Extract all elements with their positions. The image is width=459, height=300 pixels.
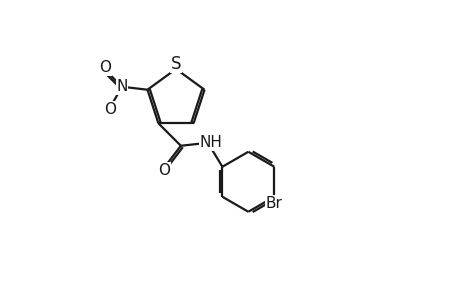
- Text: O: O: [104, 102, 116, 117]
- Text: NH: NH: [199, 135, 222, 150]
- Text: N: N: [116, 79, 128, 94]
- Text: O: O: [158, 163, 170, 178]
- Text: O: O: [99, 60, 111, 75]
- Text: Br: Br: [265, 196, 282, 211]
- Text: S: S: [170, 55, 181, 73]
